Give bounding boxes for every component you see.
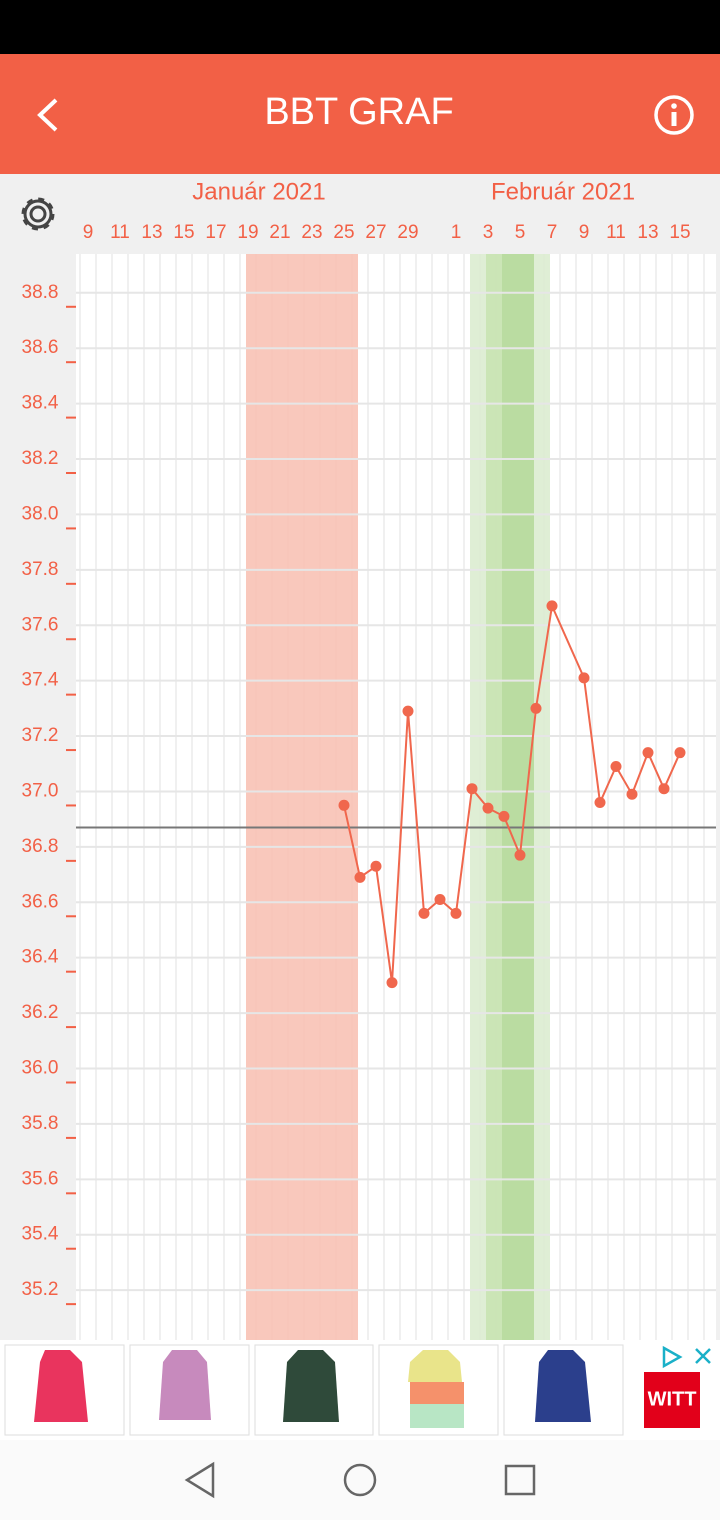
x-tick-label: 21 xyxy=(269,222,290,243)
x-tick-label: 13 xyxy=(141,222,162,243)
title: BBT GRAF xyxy=(264,91,453,133)
x-tick-label: 15 xyxy=(173,222,194,243)
ad-brand: WITT xyxy=(648,1388,697,1410)
temperature-point xyxy=(370,860,382,872)
temperature-point xyxy=(402,705,414,717)
x-tick-label: 17 xyxy=(205,222,226,243)
x-tick-label: 11 xyxy=(110,222,130,243)
x-tick-label: 7 xyxy=(547,222,558,243)
x-tick-label: 9 xyxy=(83,222,94,243)
y-tick-label: 37.8 xyxy=(22,559,59,580)
back-button[interactable] xyxy=(37,98,58,132)
temperature-point xyxy=(498,810,510,822)
y-tick-label: 35.2 xyxy=(22,1279,59,1300)
y-tick-label: 38.6 xyxy=(22,337,59,358)
x-tick-label: 15 xyxy=(669,222,690,243)
temperature-point xyxy=(546,600,558,612)
status-bar xyxy=(0,0,720,54)
temperature-point xyxy=(578,672,590,684)
y-tick-label: 38.2 xyxy=(22,448,59,469)
y-tick-label: 35.8 xyxy=(22,1113,59,1134)
x-tick-label: 23 xyxy=(301,222,322,243)
temperature-point xyxy=(642,747,654,759)
x-tick-label: 29 xyxy=(397,222,418,243)
phase-band xyxy=(246,254,358,1340)
nav-bar xyxy=(0,1440,720,1520)
nav-recent[interactable] xyxy=(504,1464,536,1496)
info-button[interactable] xyxy=(654,95,694,135)
x-tick-label: 27 xyxy=(365,222,386,243)
temperature-point xyxy=(530,702,542,714)
ad-products[interactable] xyxy=(4,1344,624,1436)
temperature-point xyxy=(626,788,638,800)
ad-close[interactable] xyxy=(695,1348,711,1364)
x-tick-label: 9 xyxy=(579,222,590,243)
temperature-point xyxy=(338,799,350,811)
ad-choices[interactable] xyxy=(662,1345,683,1369)
y-tick-label: 36.0 xyxy=(22,1058,59,1079)
month-label: Február 2021 xyxy=(491,178,635,205)
x-tick-label: 13 xyxy=(637,222,658,243)
y-tick-label: 38.4 xyxy=(22,393,59,414)
ad-images xyxy=(34,1350,591,1428)
y-tick-label: 36.8 xyxy=(22,836,59,857)
x-tick-label: 25 xyxy=(333,222,354,243)
temperature-point xyxy=(386,977,398,989)
temperature-point xyxy=(658,783,670,795)
temperature-point xyxy=(434,894,446,906)
x-tick-label: 1 xyxy=(451,222,462,243)
x-tick-label: 11 xyxy=(606,222,626,243)
y-tick-label: 37.2 xyxy=(22,725,59,746)
y-tick-label: 38.8 xyxy=(22,282,59,303)
phase-band xyxy=(502,254,534,1340)
y-tick-label: 36.4 xyxy=(22,947,59,968)
y-tick-label: 37.4 xyxy=(22,670,59,691)
temperature-point xyxy=(354,871,366,883)
app-bar xyxy=(0,54,720,174)
temperature-point xyxy=(482,802,494,814)
y-tick-label: 38.0 xyxy=(22,503,59,524)
y-tick-label: 35.6 xyxy=(22,1168,59,1189)
settings-button[interactable] xyxy=(21,197,55,231)
y-tick-label: 35.4 xyxy=(22,1224,59,1245)
x-tick-label: 3 xyxy=(483,222,494,243)
phase-band xyxy=(486,254,502,1340)
temperature-point xyxy=(674,747,686,759)
temperature-point xyxy=(418,907,430,919)
x-tick-label: 5 xyxy=(515,222,526,243)
ad-banner[interactable] xyxy=(0,1340,720,1440)
temperature-point xyxy=(450,907,462,919)
temperature-point xyxy=(610,761,622,773)
x-tick-label: 19 xyxy=(237,222,258,243)
month-label: Január 2021 xyxy=(192,178,325,205)
temperature-point xyxy=(594,797,606,809)
y-tick-label: 37.0 xyxy=(22,780,59,801)
nav-home[interactable] xyxy=(343,1463,377,1497)
temperature-point xyxy=(514,849,526,861)
temperature-point xyxy=(466,783,478,795)
plot-area xyxy=(76,254,716,1340)
y-tick-label: 36.2 xyxy=(22,1002,59,1023)
ad-logo[interactable] xyxy=(644,1372,700,1428)
y-tick-label: 37.6 xyxy=(22,614,59,635)
nav-back[interactable] xyxy=(184,1461,215,1499)
y-tick-label: 36.6 xyxy=(22,891,59,912)
